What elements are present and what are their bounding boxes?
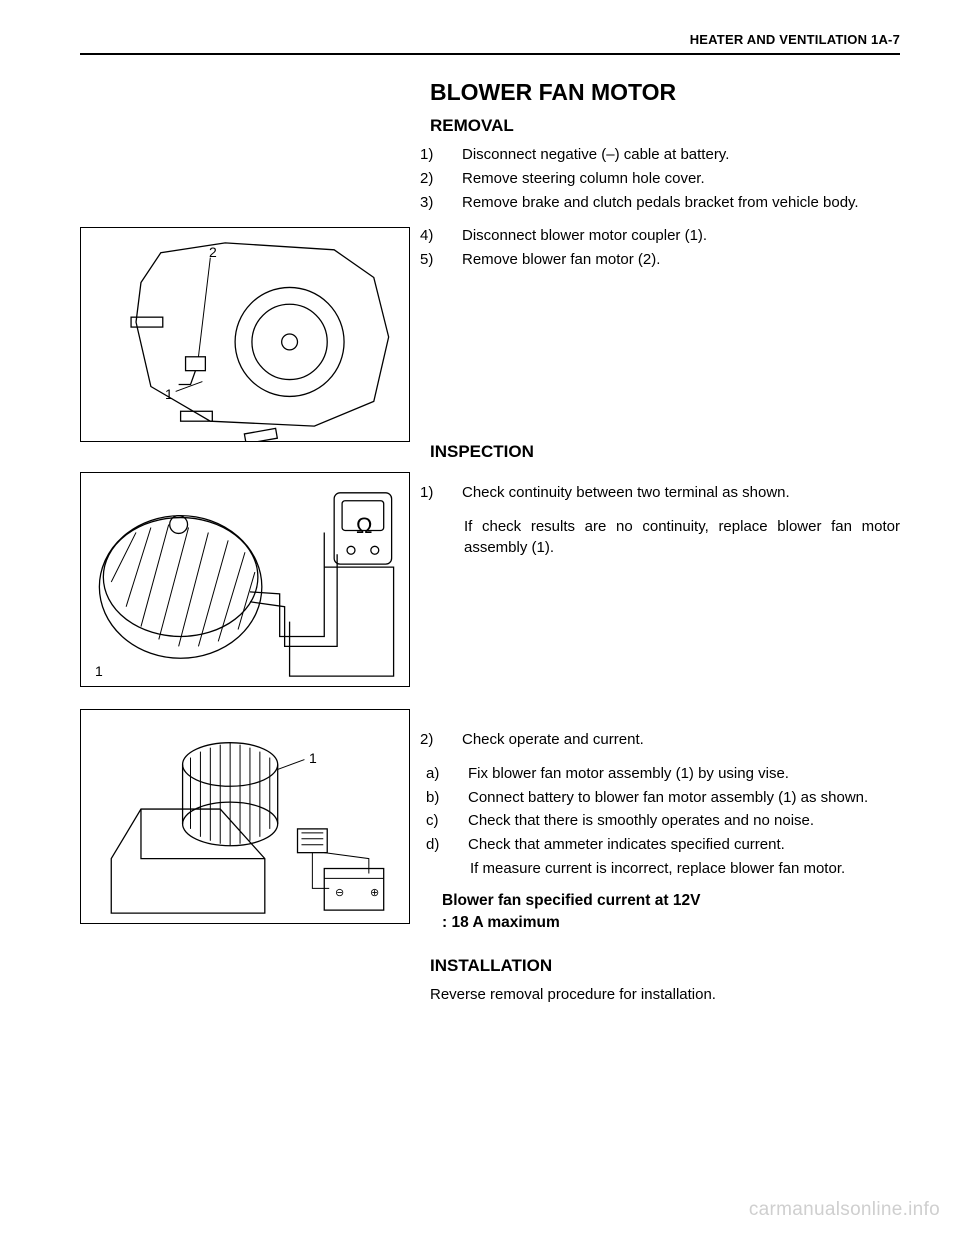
step-text: Remove brake and clutch pedals bracket f…: [462, 194, 859, 211]
spec-line1: Blower fan specified current at 12V: [430, 890, 900, 912]
fig1-callout-2: 2: [209, 244, 217, 260]
step-text: Check continuity between two terminal as…: [462, 484, 790, 501]
figures-column: 2 1: [80, 79, 410, 1006]
list-item: d)Check that ammeter indicates specified…: [448, 834, 900, 856]
step-text: Check operate and current.: [462, 731, 644, 748]
step-text: Connect battery to blower fan motor asse…: [468, 789, 868, 806]
text-column: BLOWER FAN MOTOR REMOVAL 1)Disconnect ne…: [430, 79, 900, 1006]
removal-steps-a: 1)Disconnect negative (–) cable at batte…: [430, 144, 900, 213]
battery-pos-icon: ⊕: [370, 886, 379, 899]
removal-steps-b: 4)Disconnect blower motor coupler (1). 5…: [430, 225, 900, 271]
list-item: 3)Remove brake and clutch pedals bracket…: [442, 192, 900, 214]
step-text: Remove blower fan motor (2).: [462, 251, 660, 268]
inspection-heading: INSPECTION: [430, 442, 900, 462]
list-item: 1)Disconnect negative (–) cable at batte…: [442, 144, 900, 166]
list-item: 4)Disconnect blower motor coupler (1).: [442, 225, 900, 247]
battery-neg-icon: ⊖: [335, 886, 344, 899]
fig3-callout-1: 1: [309, 750, 317, 766]
step-text: Check that there is smoothly operates an…: [468, 812, 814, 829]
watermark: carmanualsonline.info: [749, 1199, 940, 1221]
removal-heading: REMOVAL: [430, 116, 900, 136]
list-item: c)Check that there is smoothly operates …: [448, 810, 900, 832]
list-item: 1)Check continuity between two terminal …: [442, 482, 900, 504]
spec-line2: : 18 A maximum: [430, 912, 900, 934]
ohm-icon: Ω: [356, 513, 372, 539]
step-text: Disconnect negative (–) cable at battery…: [462, 146, 729, 163]
list-item: b)Connect battery to blower fan motor as…: [448, 787, 900, 809]
installation-heading: INSTALLATION: [430, 956, 900, 976]
fig1-callout-1: 1: [165, 386, 173, 402]
figure-inspection-continuity: Ω 1: [80, 472, 410, 687]
list-item: 5)Remove blower fan motor (2).: [442, 249, 900, 271]
list-item: 2)Remove steering column hole cover.: [442, 168, 900, 190]
list-item: a)Fix blower fan motor assembly (1) by u…: [448, 763, 900, 785]
installation-text: Reverse removal procedure for installati…: [430, 984, 900, 1006]
inspection-step1: 1)Check continuity between two terminal …: [430, 482, 900, 504]
fig2-callout-1: 1: [95, 663, 103, 679]
step-text: Disconnect blower motor coupler (1).: [462, 227, 707, 244]
inspection-sub-d-note: If measure current is incorrect, replace…: [430, 858, 900, 880]
figure-inspection-operate: 1 ⊖ ⊕: [80, 709, 410, 924]
header-rule: [80, 53, 900, 55]
inspection-substeps: a)Fix blower fan motor assembly (1) by u…: [430, 763, 900, 856]
figure-removal: 2 1: [80, 227, 410, 442]
step-text: Fix blower fan motor assembly (1) by usi…: [468, 765, 789, 782]
page-title: BLOWER FAN MOTOR: [430, 79, 900, 106]
page-header: HEATER AND VENTILATION 1A-7: [80, 32, 900, 53]
step-text: Remove steering column hole cover.: [462, 170, 705, 187]
inspection-step2: 2)Check operate and current.: [430, 729, 900, 751]
inspection-step1-note: If check results are no continuity, repl…: [430, 516, 900, 560]
list-item: 2)Check operate and current.: [442, 729, 900, 751]
step-text: Check that ammeter indicates specified c…: [468, 836, 785, 853]
